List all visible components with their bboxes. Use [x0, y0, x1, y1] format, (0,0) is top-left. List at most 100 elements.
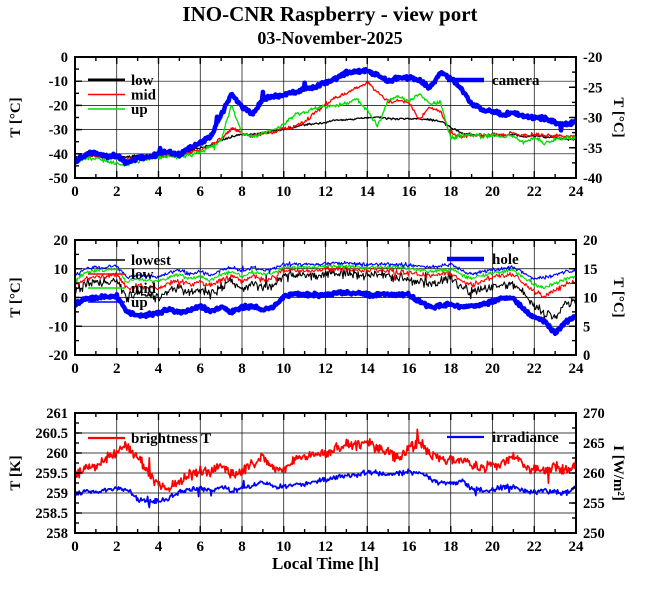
y-right-tick-label: -40 — [583, 171, 602, 187]
y-right-tick-label: 0 — [583, 348, 590, 364]
y-left-tick-label: -50 — [49, 171, 68, 187]
y-left-tick-label: 259 — [46, 486, 68, 502]
series-line-lowest — [75, 267, 576, 320]
y-right-tick-label: 270 — [583, 406, 605, 422]
x-tick-label: 4 — [155, 184, 163, 200]
x-tick-label: 8 — [238, 539, 246, 555]
series-line-brightness-T — [75, 428, 576, 493]
plot-2: 0 2 4 6 8 10 12 14 16 18 20 22 2420100-10-2020151050… — [8, 233, 626, 377]
y-left-tick-label: 258.5 — [35, 506, 68, 522]
x-tick-label: 2 — [113, 539, 121, 555]
series-line-up — [75, 92, 576, 167]
x-tick-label: 2 — [113, 361, 121, 377]
series-line-irradiance — [75, 468, 576, 509]
series-line-low — [75, 265, 576, 299]
y-right-tick-label: -25 — [583, 80, 602, 96]
y-right-tick-label: 255 — [583, 496, 605, 512]
y-left-tick-label: -30 — [49, 123, 68, 139]
x-tick-label: 18 — [443, 184, 458, 200]
legend-label: lowest — [131, 253, 171, 269]
x-tick-label: 16 — [402, 361, 418, 377]
legend-label: low — [131, 267, 154, 283]
x-tick-label: 4 — [155, 361, 163, 377]
y-left-tick-label: -10 — [49, 319, 68, 335]
legend-label: brightness T — [131, 431, 211, 447]
legend-label: camera — [492, 73, 540, 89]
y-right-tick-label: 20 — [583, 233, 598, 249]
x-tick-label: 18 — [443, 361, 458, 377]
series-line-camera — [75, 66, 576, 167]
x-tick-label: 6 — [197, 361, 205, 377]
y-left-tick-label: 261 — [46, 406, 68, 422]
x-tick-label: 4 — [155, 539, 163, 555]
x-tick-label: 2 — [113, 184, 121, 200]
plot-3: 0 2 4 6 8 10 12 14 16 18 20 22 24261260.5260259.5259… — [8, 406, 626, 555]
x-axis-label: Local Time [h] — [271, 554, 380, 573]
x-tick-label: 8 — [238, 361, 246, 377]
legend-label: up — [131, 295, 148, 311]
y-right-tick-label: 260 — [583, 466, 605, 482]
y-left-tick-label: -20 — [49, 98, 68, 114]
figure-title: INO-CNR Raspberry - view port — [182, 2, 478, 26]
y-left-axis-title: T [K] — [8, 455, 24, 490]
plot-1: 0 2 4 6 8 10 12 14 16 18 20 22 240-10-20-30-40-50-20… — [8, 50, 626, 200]
legend-label: hole — [492, 252, 519, 268]
x-tick-label: 10 — [276, 539, 291, 555]
y-left-tick-label: 259.5 — [35, 466, 68, 482]
y-left-tick-label: -40 — [49, 147, 68, 163]
y-left-tick-label: 20 — [54, 233, 69, 249]
series-group — [75, 260, 576, 337]
y-left-tick-label: 0 — [61, 291, 68, 307]
x-tick-label: 10 — [276, 184, 291, 200]
x-tick-label: 24 — [569, 539, 585, 555]
x-tick-label: 14 — [360, 184, 376, 200]
series-line-mid — [75, 263, 576, 289]
x-tick-label: 16 — [402, 539, 418, 555]
x-tick-label: 8 — [238, 184, 246, 200]
y-right-tick-label: 250 — [583, 526, 605, 542]
y-left-tick-label: 260 — [46, 446, 68, 462]
x-tick-label: 0 — [71, 539, 79, 555]
x-tick-label: 12 — [318, 184, 333, 200]
y-right-axis-title: I [W/m²] — [610, 445, 626, 501]
y-right-tick-label: -30 — [583, 111, 602, 127]
x-tick-label: 22 — [527, 539, 542, 555]
x-tick-label: 0 — [71, 361, 79, 377]
y-right-tick-label: -20 — [583, 50, 602, 66]
y-left-axis-title: T [°C] — [8, 97, 24, 137]
legend-label: low — [131, 73, 154, 89]
x-tick-label: 12 — [318, 539, 333, 555]
y-right-tick-label: 15 — [583, 262, 598, 278]
x-tick-label: 12 — [318, 361, 333, 377]
x-tick-label: 20 — [485, 539, 500, 555]
y-right-tick-label: 5 — [583, 319, 590, 335]
series-line-hole — [75, 288, 576, 337]
x-tick-label: 14 — [360, 539, 376, 555]
x-tick-label: 6 — [197, 184, 205, 200]
y-right-axis-title: T [°C] — [610, 97, 626, 137]
x-tick-label: 6 — [197, 539, 205, 555]
legend-label: mid — [131, 88, 157, 104]
y-right-axis-title: T [°C] — [610, 277, 626, 317]
y-right-tick-label: -35 — [583, 141, 602, 157]
x-tick-label: 22 — [527, 361, 542, 377]
y-right-tick-label: 10 — [583, 291, 598, 307]
x-tick-label: 24 — [569, 184, 585, 200]
x-tick-label: 20 — [485, 184, 500, 200]
series-group — [75, 66, 576, 167]
series-group — [75, 428, 576, 509]
y-right-tick-label: 265 — [583, 436, 605, 452]
x-tick-label: 20 — [485, 361, 500, 377]
legend-label: up — [131, 102, 148, 118]
series-line-up — [75, 260, 576, 280]
x-tick-label: 16 — [402, 184, 418, 200]
y-left-tick-label: -10 — [49, 74, 68, 90]
legend-label: mid — [131, 281, 157, 297]
y-left-tick-label: 258 — [46, 526, 68, 542]
figure-subtitle: 03-November-2025 — [257, 28, 403, 48]
y-left-axis-title: T [°C] — [8, 277, 24, 317]
x-tick-label: 0 — [71, 184, 79, 200]
y-left-tick-label: 260.5 — [35, 426, 68, 442]
